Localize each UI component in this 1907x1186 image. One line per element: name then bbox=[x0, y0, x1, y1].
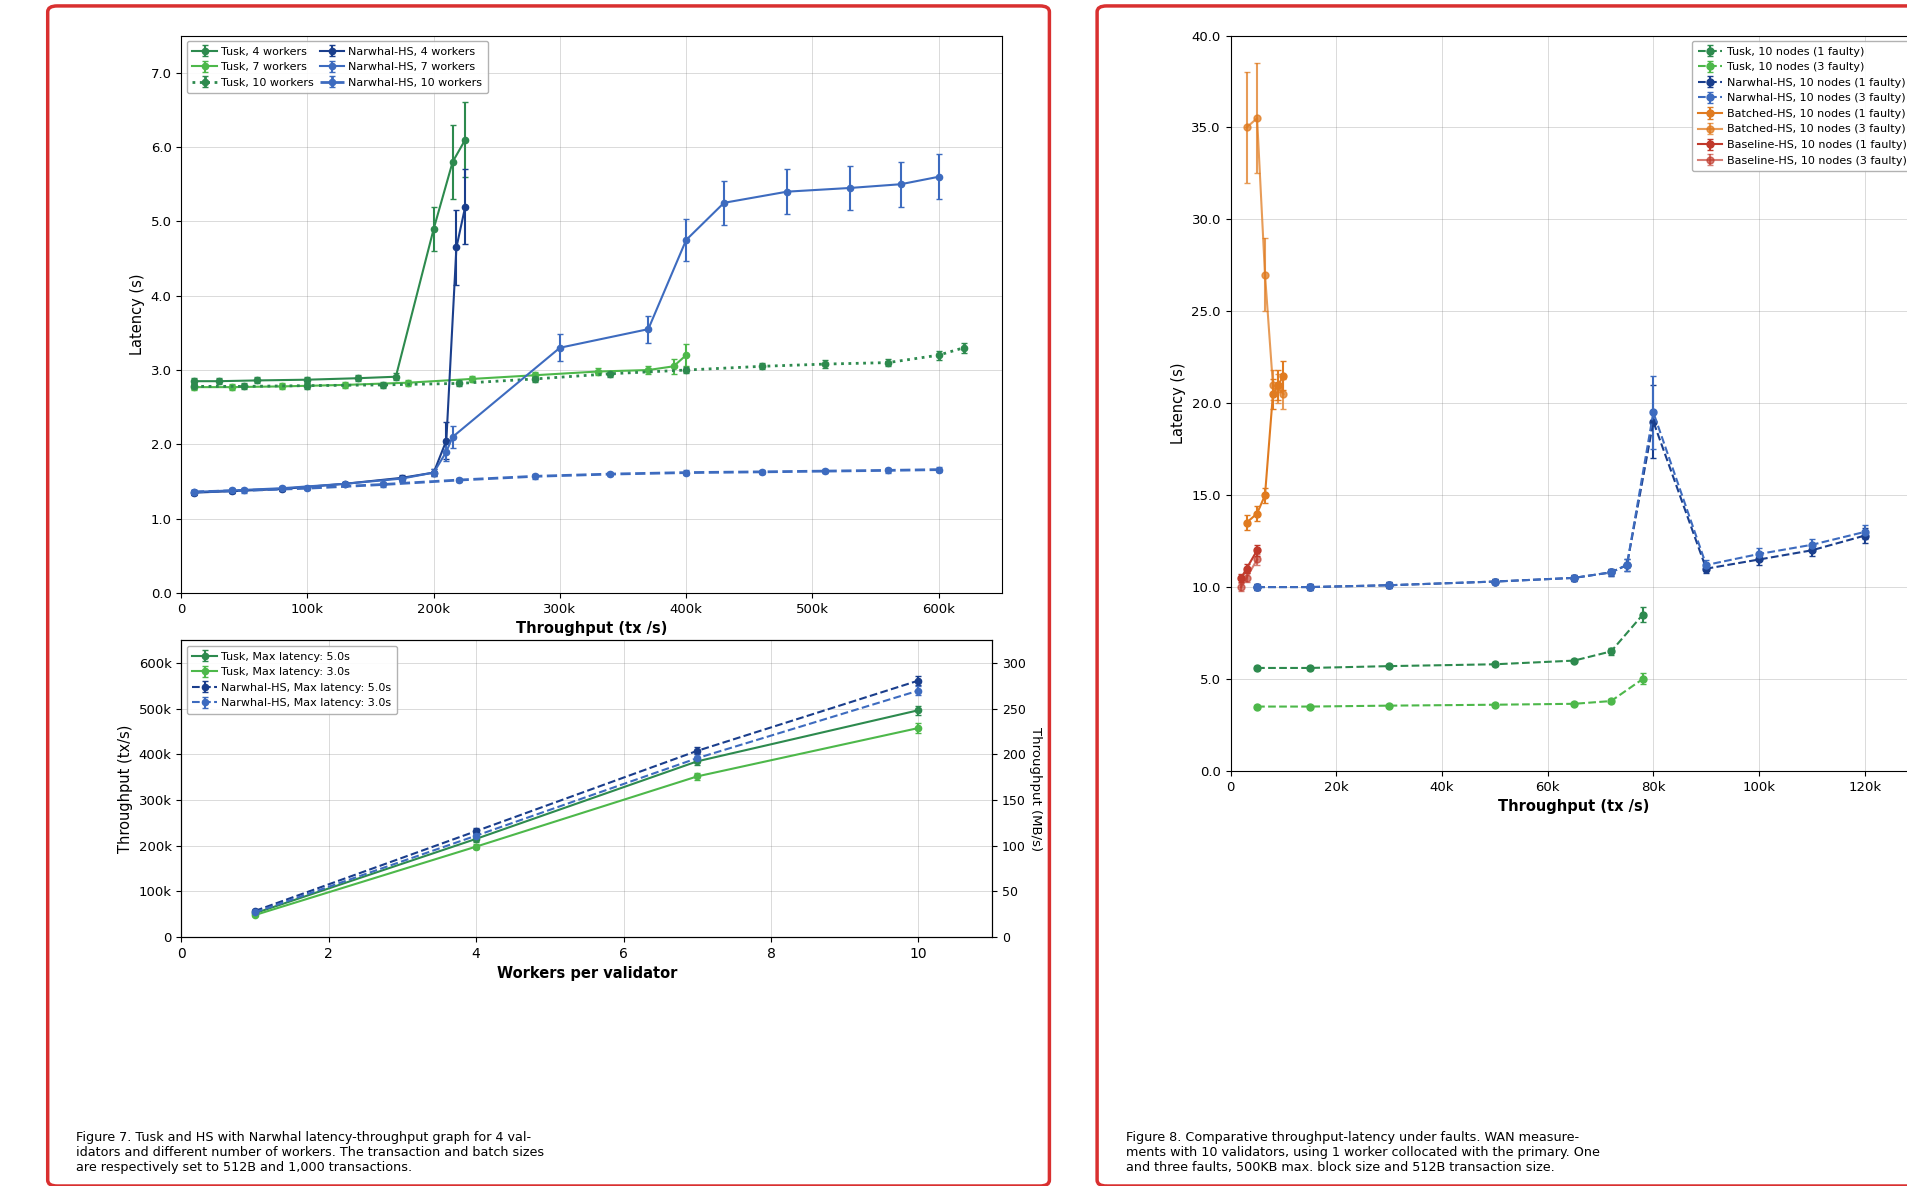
X-axis label: Workers per validator: Workers per validator bbox=[496, 967, 677, 981]
Text: Figure 8. Comparative throughput-latency under faults. WAN measure-
ments with 1: Figure 8. Comparative throughput-latency… bbox=[1125, 1131, 1598, 1174]
X-axis label: Throughput (tx /s): Throughput (tx /s) bbox=[515, 621, 667, 636]
X-axis label: Throughput (tx /s): Throughput (tx /s) bbox=[1497, 799, 1650, 814]
Legend: Tusk, Max latency: 5.0s, Tusk, Max latency: 3.0s, Narwhal-HS, Max latency: 5.0s,: Tusk, Max latency: 5.0s, Tusk, Max laten… bbox=[187, 646, 397, 714]
Text: Figure 7. Tusk and HS with Narwhal latency-throughput graph for 4 val-
idators a: Figure 7. Tusk and HS with Narwhal laten… bbox=[76, 1131, 543, 1174]
Y-axis label: Throughput (tx/s): Throughput (tx/s) bbox=[118, 725, 133, 853]
Y-axis label: Latency (s): Latency (s) bbox=[1171, 363, 1186, 444]
Y-axis label: Throughput (MB/s): Throughput (MB/s) bbox=[1030, 727, 1041, 850]
Y-axis label: Latency (s): Latency (s) bbox=[130, 274, 145, 355]
Legend: Tusk, 4 workers, Tusk, 7 workers, Tusk, 10 workers, Narwhal-HS, 4 workers, Narwh: Tusk, 4 workers, Tusk, 7 workers, Tusk, … bbox=[187, 42, 488, 94]
Legend: Tusk, 10 nodes (1 faulty), Tusk, 10 nodes (3 faulty), Narwhal-HS, 10 nodes (1 fa: Tusk, 10 nodes (1 faulty), Tusk, 10 node… bbox=[1692, 42, 1907, 171]
